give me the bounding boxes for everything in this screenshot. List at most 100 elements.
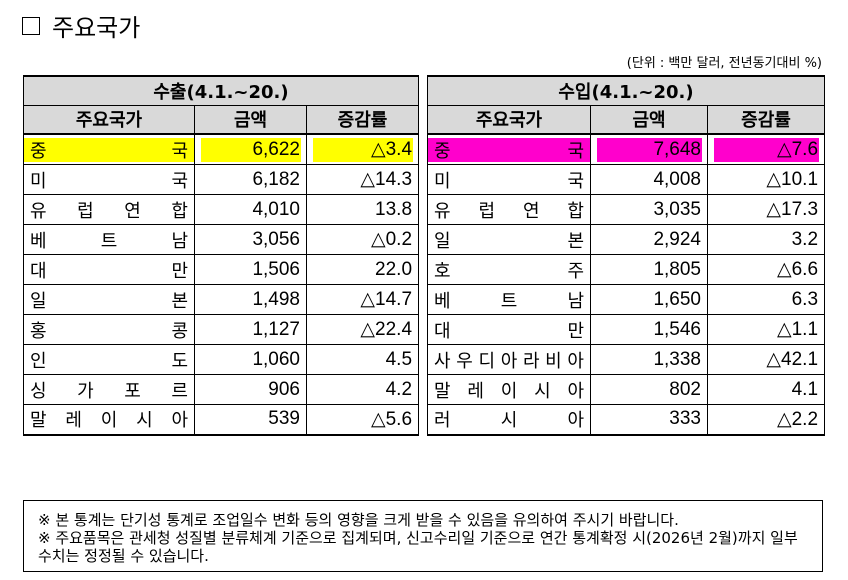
import-rate-cell: △2.2 [706,404,826,436]
import-rate-cell: △7.6 [706,133,826,165]
import-col-country: 주요국가 [427,104,591,135]
import-amount-cell: 2,924 [590,224,708,255]
import-rate-cell: △17.3 [706,194,826,225]
import-table-row: 호 주 1,805 △6.6 [427,254,826,285]
export-table-row: 홍 콩 1,127 △22.4 [23,314,420,345]
section-title-text: 주요국가 [52,14,141,42]
export-rate-cell: △22.4 [305,314,420,345]
import-table-row: 유 럽 연 합 3,035 △17.3 [427,194,826,225]
export-rate-cell: △14.3 [305,164,420,195]
import-table-row: 사 우 디 아 라 비 아 1,338 △42.1 [427,344,826,375]
import-table-row: 미 국 4,008 △10.1 [427,164,826,195]
checkbox-square-icon [22,16,40,35]
import-table-header: 수입(4.1.~20.) [426,75,826,106]
import-table: 수입(4.1.~20.) 주요국가 금액 증감률 중 국 7,648 △7.6 미 국 4,… [426,75,826,436]
import-table-row: 러 시 아 333 △2.2 [427,404,826,436]
unit-note: (단위 : 백만 달러, 전년동기대비 %) [626,56,822,71]
export-table-row: 미 국 6,182 △14.3 [23,164,420,195]
export-table-row: 싱 가 포 르 906 4.2 [23,374,420,405]
export-col-rate: 증감률 [305,104,420,135]
import-amount-cell: 7,648 [590,133,708,165]
export-amount-cell: 6,182 [194,164,307,195]
import-rate-cell: △6.6 [706,254,826,285]
import-table-row: 중 국 7,648 △7.6 [427,133,826,165]
import-rate-cell: 4.1 [706,374,826,405]
export-rate-cell: 4.5 [305,344,420,375]
section-title: 주요국가 [22,8,140,43]
import-amount-cell: 1,805 [590,254,708,285]
import-rate-cell: △1.1 [706,314,826,345]
import-amount-cell: 802 [590,374,708,405]
export-amount-cell: 906 [194,374,307,405]
export-table-row: 인 도 1,060 4.5 [23,344,420,375]
export-rate-cell: △5.6 [305,404,420,436]
export-table-row: 베 트 남 3,056 △0.2 [23,224,420,255]
export-table-row: 말 레 이 시 아 539 △5.6 [23,404,420,436]
footnote-1: ※ 본 통계는 단기성 통계로 조업일수 변화 등의 영향을 크게 받을 수 있… [38,511,679,529]
export-rate-cell: △0.2 [305,224,420,255]
export-rate-cell: 4.2 [305,374,420,405]
import-rate-cell: 6.3 [706,284,826,315]
export-table: 수출(4.1.~20.) 주요국가 금액 증감률 중 국 6,622 △3.4 미 국 6,… [22,75,420,436]
export-rate-cell: △14.7 [305,284,420,315]
import-amount-cell: 333 [590,404,708,436]
export-table-row: 일 본 1,498 △14.7 [23,284,420,315]
export-rate-cell: 13.8 [305,194,420,225]
import-rate-cell: 3.2 [706,224,826,255]
export-amount-cell: 3,056 [194,224,307,255]
export-table-row: 대 만 1,506 22.0 [23,254,420,285]
import-amount-cell: 3,035 [590,194,708,225]
export-amount-cell: 1,498 [194,284,307,315]
import-table-row: 일 본 2,924 3.2 [427,224,826,255]
export-table-header: 수출(4.1.~20.) [22,75,420,106]
export-amount-cell: 6,622 [194,133,307,165]
export-col-country: 주요국가 [23,104,195,135]
import-col-rate: 증감률 [706,104,826,135]
import-rate-cell: △10.1 [706,164,826,195]
import-table-row: 베 트 남 1,650 6.3 [427,284,826,315]
export-table-row: 중 국 6,622 △3.4 [23,133,420,165]
import-col-amount: 금액 [590,104,708,135]
import-amount-cell: 4,008 [590,164,708,195]
import-table-row: 말 레 이 시 아 802 4.1 [427,374,826,405]
export-amount-cell: 4,010 [194,194,307,225]
import-amount-cell: 1,546 [590,314,708,345]
import-rate-cell: △42.1 [706,344,826,375]
import-amount-cell: 1,650 [590,284,708,315]
